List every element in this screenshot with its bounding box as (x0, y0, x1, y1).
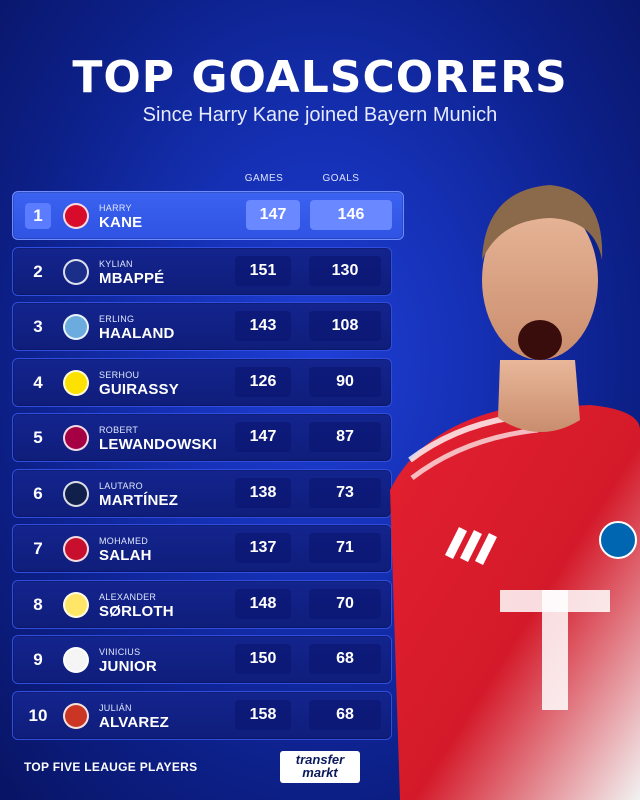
transfermarkt-logo: transfer markt (280, 751, 360, 783)
table-row: 4 SERHOU GUIRASSY 126 90 (12, 357, 392, 407)
table-row: 6 LAUTARO MARTÍNEZ 138 73 (12, 468, 392, 518)
player-last-name: SALAH (99, 547, 152, 564)
player-first-name: LAUTARO (99, 480, 143, 491)
rank: 9 (33, 650, 43, 669)
goals-value: 73 (309, 477, 381, 508)
player-last-name: SØRLOTH (99, 602, 174, 620)
table-row: 3 ERLING HAALAND 143 108 (12, 302, 392, 351)
atletico-badge-icon (63, 702, 89, 729)
table-row: 9 VINICIUS JUNIOR 150 68 (12, 635, 392, 684)
rank: 10 (28, 705, 48, 725)
rank: 7 (33, 539, 43, 558)
table-row: 2 KYLIAN MBAPPÉ 151 130 (12, 246, 392, 296)
player-first-name: ROBERT (99, 425, 139, 435)
barcelona-badge-icon (63, 425, 89, 451)
goals-value: 68 (309, 699, 381, 730)
goals-value: 90 (309, 366, 381, 397)
games-value: 126 (235, 366, 291, 397)
rank: 2 (33, 261, 43, 281)
games-value: 158 (235, 699, 291, 730)
table-row: 10 JULIÁN ALVAREZ 158 68 (12, 690, 392, 740)
stuttgart-bvb-badge-icon (63, 369, 89, 396)
games-value: 151 (235, 255, 291, 286)
player-last-name: JUNIOR (99, 658, 157, 675)
page-title: TOP GOALSCORERS (72, 52, 568, 103)
logo-line-2: markt (302, 765, 338, 780)
games-value: 147 (235, 422, 291, 452)
page-subtitle: Since Harry Kane joined Bayern Munich (142, 104, 498, 126)
goals-value: 68 (309, 644, 381, 674)
table-row: 5 ROBERT LEWANDOWSKI 147 87 (12, 413, 392, 462)
rank: 8 (33, 594, 43, 614)
player-last-name: GUIRASSY (99, 380, 179, 398)
goals-value: 108 (309, 311, 381, 341)
rank: 3 (33, 317, 43, 336)
table-row: 8 ALEXANDER SØRLOTH 148 70 (12, 579, 392, 629)
goals-value: 87 (309, 422, 381, 452)
table-row: 7 MOHAMED SALAH 137 71 (12, 524, 392, 573)
rank: 5 (33, 428, 43, 447)
games-value: 150 (235, 644, 291, 674)
column-header-goals: GOALS (322, 173, 360, 184)
player-photo (390, 185, 640, 800)
games-value: 148 (235, 588, 291, 619)
player-first-name: ERLING (99, 314, 135, 324)
games-value: 138 (235, 477, 291, 508)
real-madrid-badge-icon (63, 647, 89, 673)
games-value: 147 (246, 200, 300, 230)
bayern-badge-icon (63, 203, 89, 229)
rank: 4 (33, 372, 43, 392)
player-first-name: JULIÁN (99, 702, 132, 713)
goals-value: 130 (309, 255, 381, 286)
player-first-name: SERHOU (99, 369, 140, 380)
games-value: 143 (235, 311, 291, 341)
psg-real-badge-icon (63, 258, 89, 285)
inter-badge-icon (63, 480, 89, 507)
player-first-name: KYLIAN (99, 258, 133, 269)
man-city-badge-icon (63, 314, 89, 340)
column-header-games: GAMES (244, 173, 284, 184)
villarreal-atletico-badge-icon (63, 591, 89, 618)
player-first-name: MOHAMED (99, 536, 149, 546)
goals-value: 70 (309, 588, 381, 619)
player-first-name: HARRY (99, 203, 132, 213)
games-value: 137 (235, 533, 291, 563)
player-last-name: KANE (99, 214, 143, 231)
rank: 1 (25, 203, 51, 229)
player-first-name: VINICIUS (99, 647, 141, 657)
player-last-name: MBAPPÉ (99, 269, 165, 287)
rank: 6 (33, 483, 43, 503)
footer-note: TOP FIVE LEAUGE PLAYERS (24, 760, 198, 774)
logo-line-1: transfer (295, 752, 345, 767)
player-last-name: LEWANDOWSKI (99, 436, 218, 453)
goals-value: 71 (309, 533, 381, 563)
player-last-name: MARTÍNEZ (99, 491, 179, 509)
player-last-name: HAALAND (99, 325, 175, 342)
player-first-name: ALEXANDER (99, 591, 157, 602)
player-last-name: ALVAREZ (99, 713, 170, 731)
liverpool-badge-icon (63, 536, 89, 562)
goals-value: 146 (310, 200, 392, 230)
table-row: 1 HARRY KANE 147 146 (12, 191, 404, 240)
